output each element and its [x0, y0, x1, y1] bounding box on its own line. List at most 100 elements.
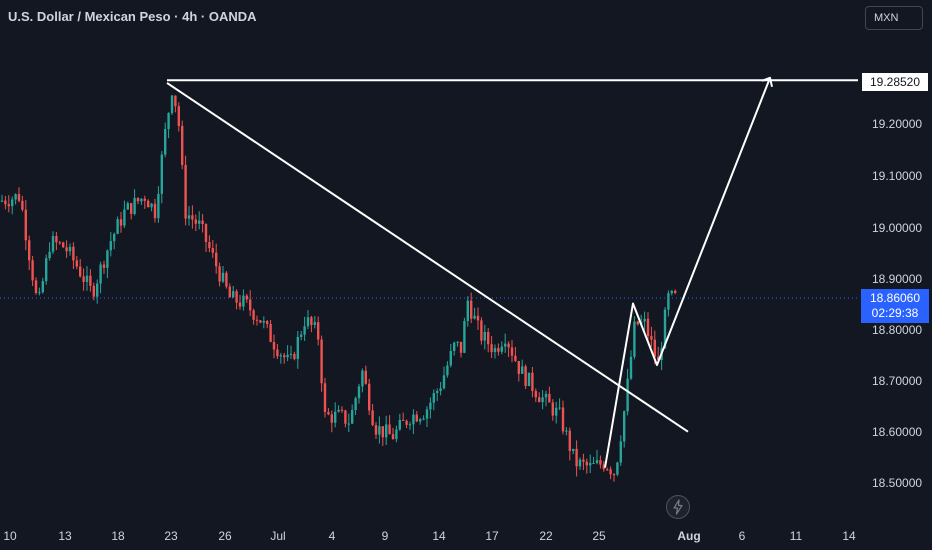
candle-down — [391, 434, 395, 440]
currency-badge[interactable]: MXN — [865, 6, 923, 30]
candle-up — [633, 321, 636, 357]
candle-up — [0, 200, 4, 202]
candle-up — [167, 113, 170, 130]
candle-down — [636, 321, 639, 325]
price-chart[interactable] — [0, 0, 858, 520]
candle-down — [79, 266, 82, 277]
candle-down — [487, 331, 490, 345]
candle-up — [160, 154, 163, 194]
candle-up — [170, 95, 174, 114]
candle-up — [279, 355, 282, 357]
candle-down — [21, 200, 24, 210]
candle-down — [269, 324, 272, 342]
candle-down — [320, 339, 323, 384]
candle-down — [344, 410, 347, 424]
candle-up — [133, 197, 136, 214]
candle-down — [612, 474, 616, 476]
candle-down — [524, 366, 527, 387]
candle-up — [422, 418, 425, 420]
time-tick: 4 — [328, 529, 336, 543]
candle-down — [606, 469, 609, 471]
time-tick: 10 — [3, 529, 17, 543]
candle-down — [266, 321, 269, 325]
candle-up — [157, 193, 160, 219]
candle-up — [408, 424, 412, 426]
candle-up — [45, 258, 48, 282]
candle-down — [510, 347, 514, 356]
candle-down — [538, 397, 541, 403]
candle-down — [28, 240, 31, 261]
candle-down — [184, 164, 187, 219]
price-axis[interactable]: 19.20000 19.10000 19.00000 18.90000 18.8… — [858, 0, 932, 520]
candle-down — [599, 460, 602, 465]
candle-down — [517, 361, 520, 374]
candle-down — [459, 341, 463, 353]
candle-down — [340, 409, 344, 411]
candle-down — [534, 390, 537, 398]
candle-down — [602, 464, 605, 470]
candle-down — [72, 246, 75, 261]
candle-up — [164, 129, 167, 155]
candle-down — [402, 419, 405, 421]
candle-down — [531, 372, 534, 391]
candle-down — [191, 215, 194, 220]
candle-up — [68, 246, 72, 252]
candle-up — [589, 463, 592, 466]
candle-down — [225, 272, 228, 287]
candle-up — [595, 460, 599, 464]
time-tick: 6 — [738, 529, 746, 543]
candle-down — [31, 260, 34, 281]
drawings-layer — [166, 76, 858, 468]
candle-down — [381, 426, 384, 438]
candle-down — [490, 344, 493, 353]
price-tick: 19.10000 — [872, 169, 923, 183]
candle-up — [113, 233, 116, 242]
price-tick: 18.50000 — [872, 476, 923, 490]
candle-up — [663, 309, 667, 349]
candle-down — [204, 223, 208, 243]
candle-down — [24, 209, 27, 241]
candle-down — [330, 414, 333, 423]
candle-up — [592, 463, 595, 465]
candle-down — [89, 275, 92, 286]
candle-up — [544, 393, 548, 398]
candle-down — [657, 356, 660, 361]
candle-up — [242, 295, 245, 307]
candle-down — [62, 242, 65, 248]
trendline — [166, 82, 689, 433]
candle-up — [198, 220, 201, 224]
candle-down — [218, 266, 221, 282]
candle-down — [102, 264, 106, 268]
time-tick: 9 — [381, 529, 389, 543]
candle-down — [58, 242, 61, 244]
last-price-tag: 18.86060 02:29:38 — [861, 289, 929, 323]
candle-up — [286, 354, 289, 358]
lightning-icon[interactable] — [666, 495, 690, 519]
last-price-value: 18.86060 — [869, 291, 921, 305]
candle-down — [561, 407, 565, 432]
candle-down — [405, 420, 408, 425]
candle-up — [187, 215, 191, 219]
candle-up — [123, 209, 126, 226]
candle-up — [347, 423, 350, 425]
candle-up — [109, 241, 112, 251]
candle-up — [565, 430, 568, 432]
candle-up — [303, 326, 306, 335]
candle-up — [232, 291, 235, 298]
candle-down — [364, 370, 367, 384]
candle-down — [415, 414, 418, 422]
time-tick: 23 — [164, 529, 178, 543]
candle-up — [667, 293, 670, 310]
candle-up — [300, 334, 303, 338]
candles-layer — [0, 94, 677, 482]
candle-up — [493, 348, 497, 353]
time-tick: 22 — [539, 529, 553, 543]
time-tick: 13 — [58, 529, 72, 543]
candle-down — [317, 322, 320, 340]
candle-down — [82, 276, 85, 282]
projection-path — [604, 77, 771, 468]
time-axis[interactable]: 10 13 18 23 26 Jul 4 9 14 17 22 25 Aug 6… — [0, 520, 858, 550]
candle-up — [521, 366, 524, 374]
candle-down — [388, 424, 391, 435]
candle-down — [174, 95, 177, 107]
